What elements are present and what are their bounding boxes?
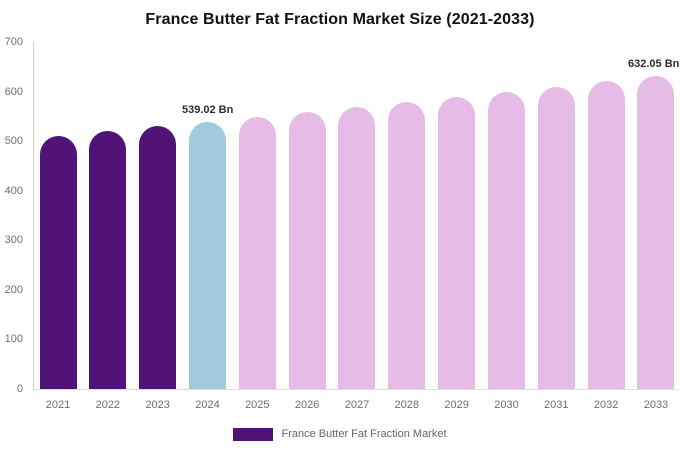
y-tick-label-700: 700 bbox=[4, 36, 23, 48]
x-tick-label-2025: 2025 bbox=[245, 399, 270, 411]
legend-item-france-butter-fat-fraction-market[interactable]: France Butter Fat Fraction Market bbox=[0, 426, 680, 442]
x-tick-label-2022: 2022 bbox=[95, 399, 121, 411]
data-label-2024: 539.02 Bn bbox=[181, 103, 234, 116]
x-tick-label-2032: 2032 bbox=[593, 399, 619, 411]
bar-2022[interactable] bbox=[89, 131, 127, 389]
x-tick-label-2029: 2029 bbox=[444, 399, 469, 411]
x-tick-label-2024: 2024 bbox=[195, 399, 220, 411]
x-tick-label-2023: 2023 bbox=[145, 399, 170, 411]
y-tick-label-400: 400 bbox=[4, 184, 23, 197]
y-tick-label-600: 600 bbox=[4, 85, 23, 98]
x-tick-label-2028: 2028 bbox=[394, 399, 420, 411]
y-tick-label-300: 300 bbox=[4, 234, 23, 247]
bar-2029[interactable] bbox=[438, 97, 476, 389]
y-tick-label-100: 100 bbox=[4, 333, 23, 346]
x-tick-label-2030: 2030 bbox=[494, 399, 519, 411]
bar-2032[interactable] bbox=[587, 81, 625, 389]
legend-label: France Butter Fat Fraction Market bbox=[281, 428, 447, 440]
bar-2026[interactable] bbox=[288, 112, 326, 389]
y-tick-label-200: 200 bbox=[4, 283, 23, 296]
bar-2033[interactable] bbox=[637, 75, 675, 389]
x-tick-label-2026: 2026 bbox=[294, 399, 320, 411]
bar-2031[interactable] bbox=[537, 86, 575, 389]
y-axis-labels: 0 100 200 300 400 500 600 700 bbox=[0, 36, 27, 395]
data-label-2033: 632.05 Bn bbox=[628, 57, 680, 70]
y-tick-label-500: 500 bbox=[4, 135, 23, 148]
x-tick-label-2021: 2021 bbox=[45, 399, 71, 411]
x-tick-label-2031: 2031 bbox=[544, 399, 569, 411]
bar-2024[interactable] bbox=[188, 121, 226, 389]
bar-2025[interactable] bbox=[238, 117, 276, 389]
bar-2030[interactable] bbox=[487, 91, 525, 389]
plot-area: 539.02 Bn 632.05 Bn bbox=[33, 42, 680, 390]
y-axis-line bbox=[33, 42, 34, 389]
legend-swatch bbox=[233, 427, 274, 441]
bar-2028[interactable] bbox=[388, 102, 426, 389]
bar-2023[interactable] bbox=[139, 126, 177, 389]
bar-2021[interactable] bbox=[39, 135, 77, 389]
chart-title: France Butter Fat Fraction Market Size (… bbox=[145, 11, 535, 28]
x-axis-labels: 2021 2022 2023 2024 2025 2026 2027 2028 2029 2030… bbox=[33, 399, 679, 413]
x-axis-line bbox=[33, 389, 679, 390]
bar-2027[interactable] bbox=[338, 107, 376, 389]
x-tick-label-2033: 2033 bbox=[643, 399, 669, 411]
y-tick-label-0: 0 bbox=[16, 383, 23, 395]
x-tick-label-2027: 2027 bbox=[344, 399, 370, 411]
